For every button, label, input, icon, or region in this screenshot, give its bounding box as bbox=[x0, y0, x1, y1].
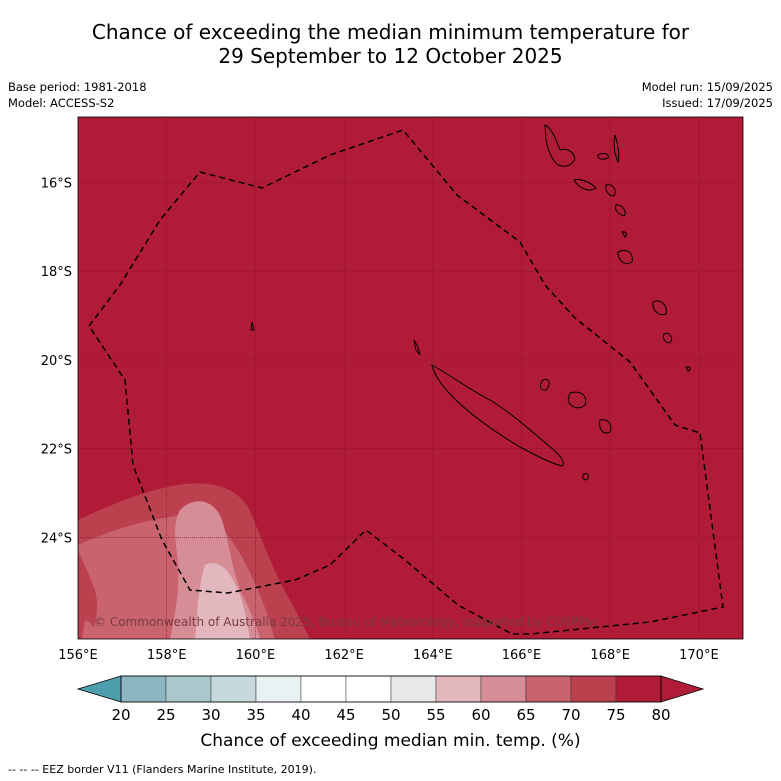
colorbar-tick-label: 45 bbox=[336, 706, 355, 724]
chart-title-line1: Chance of exceeding the median minimum t… bbox=[91, 20, 690, 44]
colorbar-tick-label: 20 bbox=[111, 706, 130, 724]
malakula-island bbox=[573, 179, 597, 191]
maewo-island bbox=[597, 153, 609, 160]
eez-footnote: -- -- -- EEZ border V11 (Flanders Marine… bbox=[8, 763, 317, 776]
colorbar-over-arrow bbox=[660, 675, 705, 703]
lifou-island bbox=[567, 391, 587, 409]
colorbar-segment bbox=[300, 675, 347, 703]
lat-tick-label: 20°S bbox=[41, 354, 72, 369]
model-name: Model: ACCESS-S2 bbox=[8, 96, 115, 110]
ouvea-island bbox=[539, 378, 550, 391]
lon-tick-label: 164°E bbox=[413, 648, 453, 663]
tanna-island bbox=[662, 333, 673, 344]
colorbar-tick-label: 55 bbox=[426, 706, 445, 724]
colorbar-segment bbox=[210, 675, 257, 703]
lon-tick-label: 158°E bbox=[147, 648, 187, 663]
colorbar-segment bbox=[255, 675, 302, 703]
pentecost-island bbox=[613, 134, 620, 164]
colorbar-tick-label: 60 bbox=[471, 706, 490, 724]
colorbar-tick-label: 25 bbox=[156, 706, 175, 724]
espiritu-santo-island bbox=[544, 124, 576, 167]
colorbar-segment bbox=[120, 675, 167, 703]
colorbar: 20 25 30 35 40 45 50 55 60 65 70 75 80 bbox=[76, 675, 705, 724]
colorbar-segment bbox=[165, 675, 212, 703]
colorbar-tick-label: 75 bbox=[606, 706, 625, 724]
map-area: © Commonwealth of Australia 2025, Bureau… bbox=[78, 117, 743, 639]
colorbar-segment bbox=[615, 675, 662, 703]
belep-islands bbox=[413, 339, 421, 356]
colorbar-under-arrow bbox=[76, 675, 122, 703]
longitude-labels: 156°E 158°E 160°E 162°E 164°E 166°E 168°E 170°E bbox=[58, 648, 718, 663]
base-period: Base period: 1981-2018 bbox=[8, 80, 147, 94]
efate-island bbox=[617, 249, 633, 265]
colorbar-segment bbox=[345, 675, 392, 703]
model-run: Model run: 15/09/2025 bbox=[641, 80, 773, 94]
colorbar-tick-label: 30 bbox=[201, 706, 220, 724]
colorbar-tick-label: 70 bbox=[561, 706, 580, 724]
chesterfield-islands bbox=[250, 321, 255, 331]
meta-right: Model run: 15/09/2025 Issued: 17/09/2025 bbox=[642, 79, 773, 111]
lon-tick-label: 160°E bbox=[236, 648, 276, 663]
colorbar-segment bbox=[525, 675, 572, 703]
latitude-labels: 16°S 18°S 20°S 22°S 24°S bbox=[41, 177, 72, 547]
lon-tick-label: 156°E bbox=[58, 648, 98, 663]
colorbar-segment bbox=[435, 675, 482, 703]
meta-left: Base period: 1981-2018 Model: ACCESS-S2 bbox=[8, 79, 147, 111]
colorbar-frame bbox=[120, 675, 662, 703]
colorbar-tick-label: 50 bbox=[381, 706, 400, 724]
mare-island bbox=[599, 419, 612, 434]
contour-60 bbox=[195, 562, 250, 639]
new-caledonia-island bbox=[431, 364, 564, 467]
isle-of-pines bbox=[582, 473, 589, 481]
map-frame bbox=[77, 116, 744, 640]
aneityum-island bbox=[685, 366, 691, 372]
lat-tick-label: 16°S bbox=[41, 177, 72, 192]
erromango-island bbox=[652, 300, 667, 315]
copyright-text: © Commonwealth of Australia 2025, Bureau… bbox=[94, 615, 599, 629]
lat-tick-label: 18°S bbox=[41, 265, 72, 280]
colorbar-segment bbox=[480, 675, 527, 703]
epi-island bbox=[615, 204, 626, 217]
colorbar-tick-label: 40 bbox=[291, 706, 310, 724]
lon-tick-label: 162°E bbox=[324, 648, 364, 663]
eez-border bbox=[88, 129, 724, 635]
lon-tick-label: 170°E bbox=[679, 648, 719, 663]
colorbar-label: Chance of exceeding median min. temp. (%… bbox=[200, 731, 581, 751]
chart-title-line2: 29 September to 12 October 2025 bbox=[218, 44, 563, 68]
colorbar-tick-label: 80 bbox=[651, 706, 670, 724]
colorbar-segment bbox=[390, 675, 437, 703]
lon-tick-label: 166°E bbox=[502, 648, 542, 663]
ambrym-island bbox=[605, 184, 616, 197]
colorbar-tick-label: 35 bbox=[246, 706, 265, 724]
issued-date: Issued: 17/09/2025 bbox=[662, 96, 773, 110]
lat-tick-label: 24°S bbox=[41, 531, 72, 546]
colorbar-tick-label: 65 bbox=[516, 706, 535, 724]
colorbar-segment bbox=[570, 675, 617, 703]
gridlines bbox=[78, 117, 743, 639]
shepherd-islands bbox=[621, 231, 627, 238]
lat-tick-label: 22°S bbox=[41, 443, 72, 458]
contour-small bbox=[82, 620, 98, 639]
lon-tick-label: 168°E bbox=[590, 648, 630, 663]
